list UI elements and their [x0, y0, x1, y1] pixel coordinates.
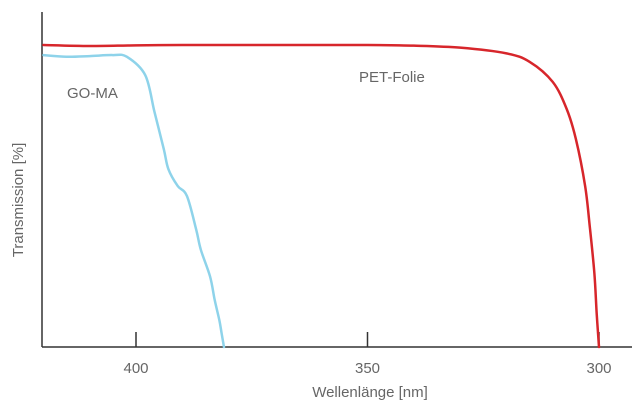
series-label-pet-folie: PET-Folie [359, 69, 425, 86]
x-axis-label: Wellenlänge [nm] [312, 384, 428, 401]
x-ticks: 400 350 300 [123, 332, 612, 377]
series-line-pet-folie [42, 43, 601, 349]
x-tick-label-400: 400 [123, 360, 148, 377]
x-tick-label-350: 350 [355, 360, 380, 377]
series-lines [42, 43, 601, 349]
x-tick-label-300: 300 [586, 360, 611, 377]
y-axis-label: Transmission [%] [10, 143, 27, 257]
axes [41, 12, 632, 348]
series-label-go-ma: GO-MA [67, 85, 118, 102]
series-line-go-ma [42, 53, 226, 349]
